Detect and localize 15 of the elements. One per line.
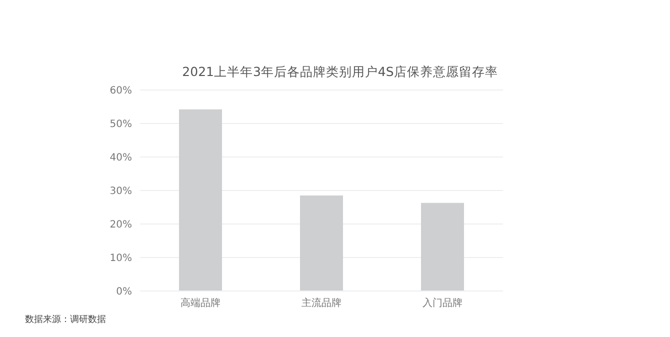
- y-tick-label: 10%: [110, 253, 132, 264]
- x-tick-label: 高端品牌: [180, 297, 220, 310]
- source-note: 数据来源：调研数据: [25, 314, 106, 326]
- bar: [300, 196, 343, 291]
- y-tick-label: 30%: [110, 186, 132, 198]
- bar: [421, 202, 464, 291]
- y-tick-label: 60%: [110, 86, 132, 97]
- x-tick-label: 主流品牌: [302, 297, 342, 310]
- y-tick-label: 20%: [110, 220, 132, 231]
- chart-title: 2021上半年3年后各品牌类别用户4S店保养意愿留存率: [181, 64, 499, 81]
- y-tick-label: 0%: [116, 286, 132, 298]
- bar: [179, 109, 222, 291]
- y-tick-label: 50%: [110, 119, 132, 130]
- x-tick-label: 入门品牌: [422, 297, 462, 310]
- y-tick-label: 40%: [110, 152, 132, 164]
